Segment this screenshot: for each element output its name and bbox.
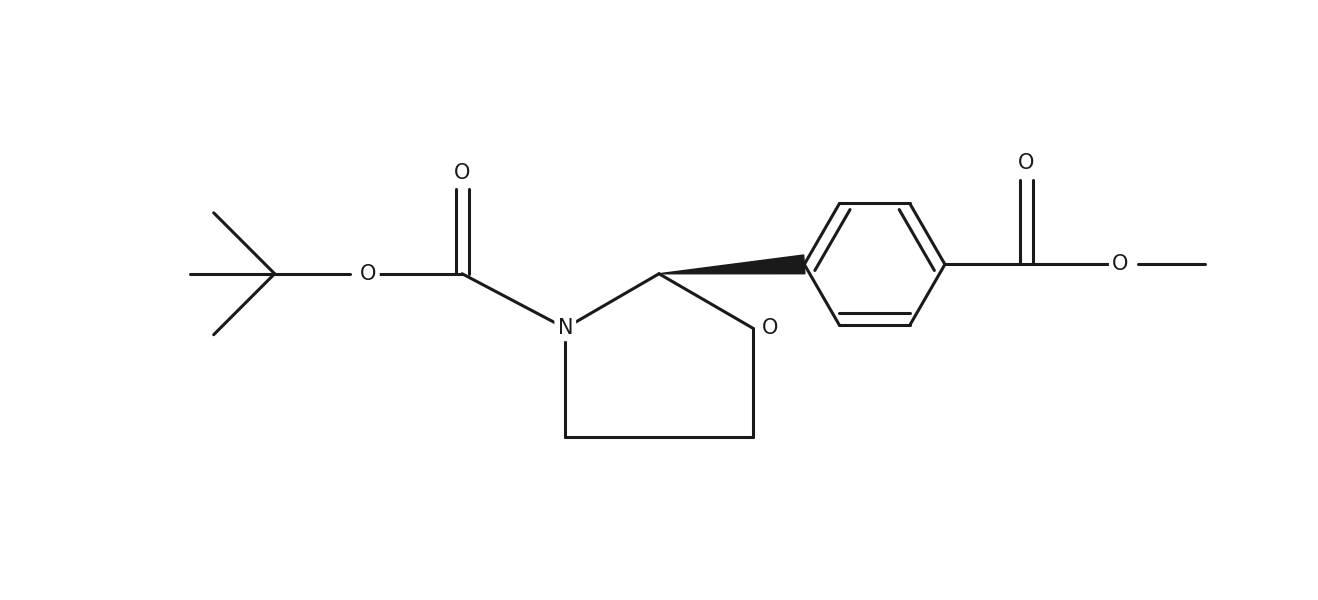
Text: O: O <box>360 264 377 284</box>
Text: N: N <box>558 318 573 338</box>
Text: O: O <box>762 318 778 338</box>
Text: O: O <box>453 163 471 182</box>
Text: O: O <box>1112 254 1128 274</box>
Polygon shape <box>659 255 805 274</box>
Text: O: O <box>1019 153 1035 173</box>
